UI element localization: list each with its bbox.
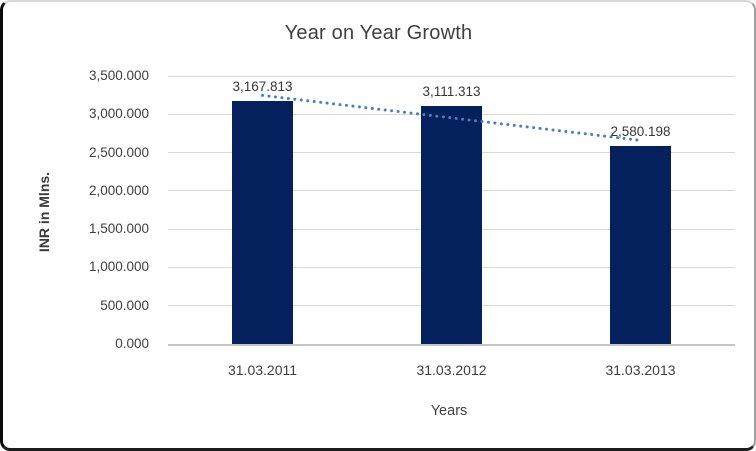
y-tick-label: 0.000 [115,336,149,351]
y-tick-label: 1,500.000 [88,221,149,237]
y-tick-label: 3,500.000 [88,68,149,83]
chart-title: Year on Year Growth [284,22,473,44]
y-tick-label: 1,000.000 [88,259,149,275]
x-tick-label: 31.03.2011 [227,362,298,378]
y-tick-label: 2,500.000 [88,144,149,160]
x-axis-title: Years [430,403,468,419]
y-tick-label: 3,000.000 [88,106,149,122]
data-label: 2,580.198 [610,124,671,140]
gridline [168,75,735,77]
data-label: 3,111.313 [422,83,481,99]
bar-31.03.2011 [232,101,293,344]
x-axis-line [168,343,735,346]
y-tick-label: 500.000 [100,297,149,313]
x-tick-label: 31.03.2012 [416,362,487,378]
data-label: 3,167.813 [232,79,293,95]
y-tick-label: 2,000.000 [88,182,149,198]
bar-31.03.2013 [610,146,671,344]
bar-31.03.2012 [421,105,482,344]
x-tick-label: 31.03.2013 [605,362,676,378]
